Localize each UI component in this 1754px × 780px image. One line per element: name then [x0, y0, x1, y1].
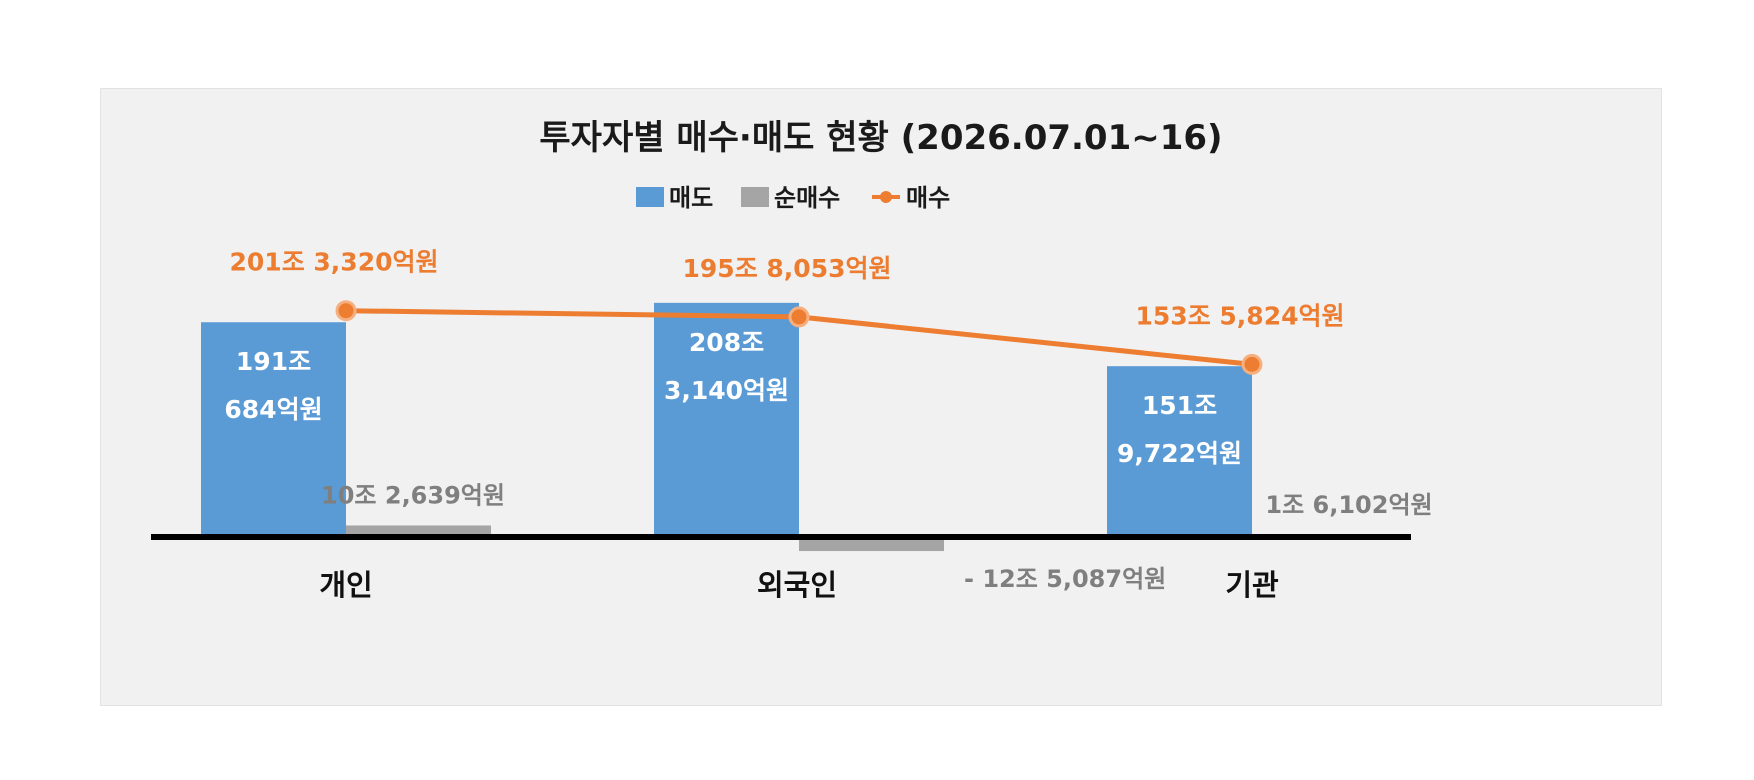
chart-panel: 투자자별 매수·매도 현황 (2026.07.01~16) 매도 순매수 매수 …	[100, 88, 1662, 706]
bar-sell-label-2-a: 151조	[1142, 391, 1217, 420]
buy-point-2	[1241, 353, 1263, 375]
bar-net-label-0: 10조 2,639억원	[321, 481, 505, 509]
bar-sell-label-1-b: 3,140억원	[664, 376, 789, 405]
bar-net-1	[799, 537, 944, 552]
buy-point-label-0: 201조 3,320억원	[230, 248, 439, 277]
category-label-0: 개인	[319, 568, 372, 602]
buy-point-label-1: 195조 8,053억원	[683, 254, 892, 283]
bar-net-label-1: - 12조 5,087억원	[964, 565, 1166, 593]
buy-point-0	[335, 300, 357, 322]
category-label-2: 기관	[1225, 568, 1279, 602]
bar-sell-2	[1107, 366, 1252, 537]
bar-sell-label-2-b: 9,722억원	[1117, 439, 1242, 468]
bar-sell-1	[654, 302, 799, 537]
legend-label-sell: 매도	[669, 184, 713, 212]
legend-label-net: 순매수	[774, 184, 840, 212]
bar-sell-0	[201, 322, 346, 537]
chart-title: 투자자별 매수·매도 현황 (2026.07.01~16)	[539, 118, 1222, 158]
bar-sell-label-0-b: 684억원	[224, 395, 322, 424]
bar-net-label-2: 1조 6,102억원	[1265, 491, 1432, 519]
buy-point-1	[788, 306, 810, 328]
chart-svg: 투자자별 매수·매도 현황 (2026.07.01~16) 매도 순매수 매수 …	[151, 118, 1433, 602]
legend-swatch-net	[741, 187, 769, 207]
legend-marker-buy	[880, 191, 892, 203]
bar-sell-label-1-a: 208조	[689, 328, 764, 357]
buy-point-label-2: 153조 5,824억원	[1136, 301, 1345, 330]
bar-net-0	[346, 525, 491, 537]
category-label-1: 외국인	[757, 568, 837, 602]
bar-sell-label-0-a: 191조	[236, 347, 311, 376]
chart-legend: 매도 순매수 매수	[636, 184, 950, 212]
legend-swatch-sell	[636, 187, 664, 207]
legend-label-buy: 매수	[906, 184, 950, 212]
